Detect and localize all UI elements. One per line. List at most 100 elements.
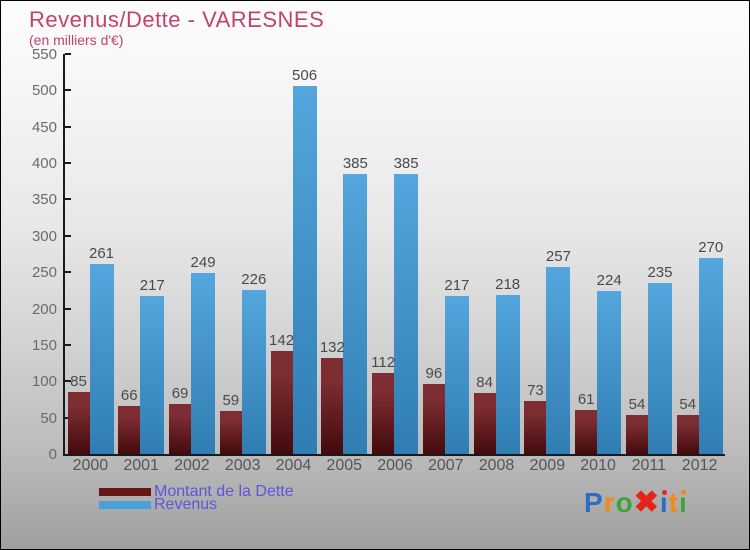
x-axis-label-2007: 2007 xyxy=(427,457,464,474)
bar-dette-2010 xyxy=(575,409,598,454)
y-axis-label: 150 xyxy=(31,336,57,354)
legend-label-revenus: Revenus xyxy=(154,496,218,513)
y-axis-label: 500 xyxy=(31,82,57,100)
year-group-2005: 132 385 2005 xyxy=(319,54,370,474)
logo-letter: ı xyxy=(659,487,669,518)
x-axis-label-2002: 2002 xyxy=(174,457,210,474)
legend-swatch-dette xyxy=(99,487,151,496)
value-label-revenus-2007: 217 xyxy=(444,277,470,295)
x-axis-label-2005: 2005 xyxy=(326,457,363,474)
value-label-revenus-2009: 257 xyxy=(545,248,571,266)
proxiti-logo: Pro✖ ıt ı xyxy=(584,485,688,520)
plot-area: 0 50 100 150 200 250 300 350 400 450 500 550 85 261 20… xyxy=(32,46,725,474)
bar-revenus-2005 xyxy=(343,174,368,454)
bar-revenus-2012 xyxy=(698,257,723,454)
y-axis-label: 0 xyxy=(48,446,57,463)
page-title: Revenus/Dette - VARESNES xyxy=(29,7,325,32)
bar-dette-2006 xyxy=(372,372,395,454)
y-axis-tick xyxy=(65,307,71,310)
year-group-2006: 112 385 2006 xyxy=(370,54,421,474)
bar-dette-2009 xyxy=(524,400,547,454)
y-axis-label: 200 xyxy=(31,300,57,318)
legend-item-dette: Montant de la Dette xyxy=(99,483,294,500)
logo-letter: r xyxy=(603,487,616,518)
year-group-2010: 61 224 2010 xyxy=(573,54,624,474)
logo-letter: o xyxy=(615,487,634,518)
value-label-dette-2002: 69 xyxy=(171,384,189,402)
y-axis-tick xyxy=(65,271,71,274)
bar-dette-2007 xyxy=(422,384,445,454)
x-axis-label-2009: 2009 xyxy=(529,457,566,474)
y-axis-tick xyxy=(65,343,71,346)
bar-dette-2011 xyxy=(625,414,648,454)
y-axis-label: 450 xyxy=(31,118,57,136)
y-axis-tick xyxy=(65,89,71,92)
y-axis-tick xyxy=(65,380,71,383)
value-label-revenus-2003: 226 xyxy=(241,270,267,288)
y-axis-label: 300 xyxy=(31,227,57,245)
y-axis-tick xyxy=(65,234,71,237)
bar-dette-2001 xyxy=(118,406,141,454)
value-label-dette-2011: 54 xyxy=(628,395,646,413)
y-axis-label: 250 xyxy=(31,264,57,282)
x-axis-label-2008: 2008 xyxy=(478,457,515,474)
legend-swatch-revenus xyxy=(99,500,151,509)
bar-dette-2002 xyxy=(169,403,192,454)
bar-revenus-2007 xyxy=(444,296,469,454)
value-label-dette-2005: 132 xyxy=(319,339,345,356)
bar-dette-2000 xyxy=(67,392,90,454)
bar-revenus-2003 xyxy=(241,289,266,454)
value-label-dette-2007: 96 xyxy=(425,365,443,383)
bar-revenus-2010 xyxy=(597,291,622,454)
year-group-2004: 142 506 2004 xyxy=(268,54,319,474)
year-group-2001: 66 217 2001 xyxy=(116,54,167,474)
value-label-revenus-2006: 385 xyxy=(393,155,419,172)
value-label-dette-2001: 66 xyxy=(120,387,138,404)
value-label-dette-2000: 85 xyxy=(70,373,87,391)
value-label-revenus-2002: 249 xyxy=(190,253,216,271)
x-axis-label-2001: 2001 xyxy=(123,457,159,474)
y-axis-label: 350 xyxy=(31,191,57,209)
bar-revenus-2004 xyxy=(292,86,317,454)
logo-letter: P xyxy=(584,487,604,518)
year-group-2003: 59 226 2003 xyxy=(217,54,268,474)
year-group-2012: 54 270 2012 xyxy=(674,54,725,474)
y-axis-tick xyxy=(65,198,71,201)
year-group-2009: 73 257 2009 xyxy=(522,54,573,474)
year-group-2000: 85 261 2000 xyxy=(65,54,116,474)
x-axis-label-2012: 2012 xyxy=(681,457,718,474)
bar-revenus-2008 xyxy=(495,295,520,454)
year-group-2007: 96 217 2007 xyxy=(420,54,471,474)
bar-revenus-2002 xyxy=(191,272,216,454)
value-label-revenus-2004: 506 xyxy=(292,67,318,84)
value-label-dette-2004: 142 xyxy=(269,331,295,349)
value-label-dette-2010: 61 xyxy=(577,390,595,408)
bar-revenus-2000 xyxy=(89,264,114,454)
x-axis-label-2003: 2003 xyxy=(224,457,261,474)
bar-dette-2005 xyxy=(321,358,344,454)
bar-dette-2012 xyxy=(676,414,699,454)
logo-letter: t xyxy=(668,487,679,518)
bar-revenus-2006 xyxy=(394,174,419,454)
y-axis-tick xyxy=(65,162,71,165)
logo-i-dot xyxy=(662,490,668,495)
y-axis-label: 50 xyxy=(40,409,57,427)
bar-revenus-2011 xyxy=(647,283,672,454)
y-axis-label: 100 xyxy=(31,373,57,391)
value-label-revenus-2012: 270 xyxy=(698,238,724,256)
x-axis-label-2004: 2004 xyxy=(275,457,312,474)
bar-dette-2008 xyxy=(473,392,496,454)
year-group-2008: 84 218 2008 xyxy=(471,54,522,474)
value-label-dette-2009: 73 xyxy=(527,381,544,399)
y-axis-tick xyxy=(65,53,71,55)
value-label-revenus-2010: 224 xyxy=(596,272,622,290)
year-group-2011: 54 235 2011 xyxy=(623,54,674,474)
chart-subtitle: (en milliers d'€) xyxy=(29,32,124,48)
value-label-dette-2012: 54 xyxy=(679,395,697,413)
legend-label-dette: Montant de la Dette xyxy=(154,483,294,500)
legend: Montant de la Dette Revenus xyxy=(99,483,294,513)
y-axis-label: 400 xyxy=(31,155,57,173)
y-axis-tick xyxy=(65,125,71,128)
bar-dette-2003 xyxy=(219,411,242,454)
